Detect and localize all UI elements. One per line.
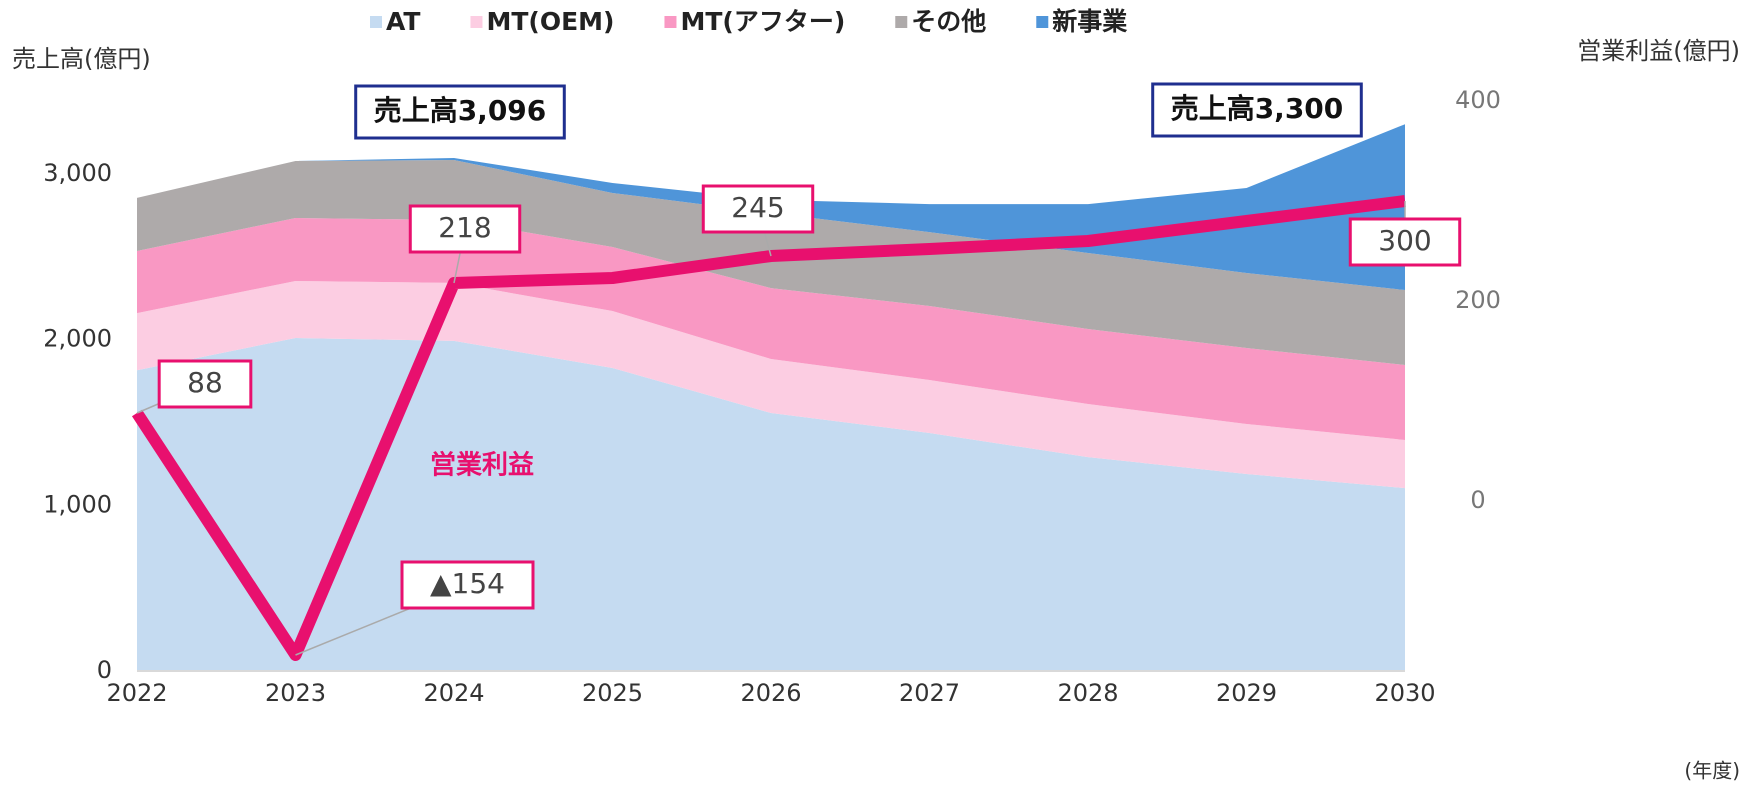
data-label: 245	[731, 191, 784, 224]
x-tick-label: 2028	[1057, 679, 1118, 707]
legend-swatch	[470, 16, 483, 28]
data-label-box	[701, 184, 815, 234]
x-tick-label: 2023	[265, 679, 326, 707]
x-tick-label: 2024	[423, 679, 484, 707]
data-label: 88	[187, 366, 223, 399]
annotation: 売上高3,300	[1171, 92, 1344, 125]
x-tick-label: 2029	[1216, 679, 1277, 707]
legend-swatch	[664, 16, 677, 28]
x-tick-label: 2025	[582, 679, 643, 707]
x-tick-label: 2026	[740, 679, 801, 707]
data-label-box	[1348, 217, 1462, 267]
legend-swatch	[370, 16, 382, 28]
data-label-box	[408, 204, 522, 254]
data-label: ▲154	[430, 567, 505, 600]
legend-swatch	[895, 16, 908, 28]
x-axis-label: (年度)	[1684, 759, 1740, 783]
y-axis-label: 売上高(億円)	[12, 45, 151, 73]
legend-label: MT(OEM)	[486, 7, 614, 36]
y-tick-label: 1,000	[43, 490, 112, 518]
legend-label: その他	[911, 7, 986, 36]
data-label: 218	[438, 211, 491, 244]
annotation-box	[354, 84, 566, 140]
area	[137, 217, 1405, 441]
x-tick-label: 2030	[1374, 679, 1435, 707]
data-label-box	[157, 359, 253, 409]
area	[137, 280, 1405, 489]
y-tick-label: 2,000	[43, 325, 112, 353]
annotation-box	[1151, 82, 1363, 138]
y-tick-label: 0	[97, 656, 112, 684]
legend-label: MT(アフター)	[680, 7, 845, 36]
legend-label: AT	[386, 7, 420, 36]
y2-tick-label: 0	[1470, 486, 1485, 514]
y2-tick-label: 400	[1455, 86, 1501, 114]
annotation: 売上高3,096	[374, 94, 547, 127]
legend-swatch	[1036, 16, 1049, 28]
x-tick-label: 2027	[899, 679, 960, 707]
series-label: 営業利益	[430, 451, 534, 481]
x-tick-label: 2022	[106, 679, 167, 707]
y2-tick-label: 200	[1455, 286, 1501, 314]
data-label: 300	[1378, 224, 1431, 257]
y-tick-label: 3,000	[43, 159, 112, 187]
y2-axis-label: 営業利益(億円)	[1577, 37, 1740, 65]
data-label-box	[400, 560, 535, 610]
legend-label: 新事業	[1052, 7, 1127, 36]
